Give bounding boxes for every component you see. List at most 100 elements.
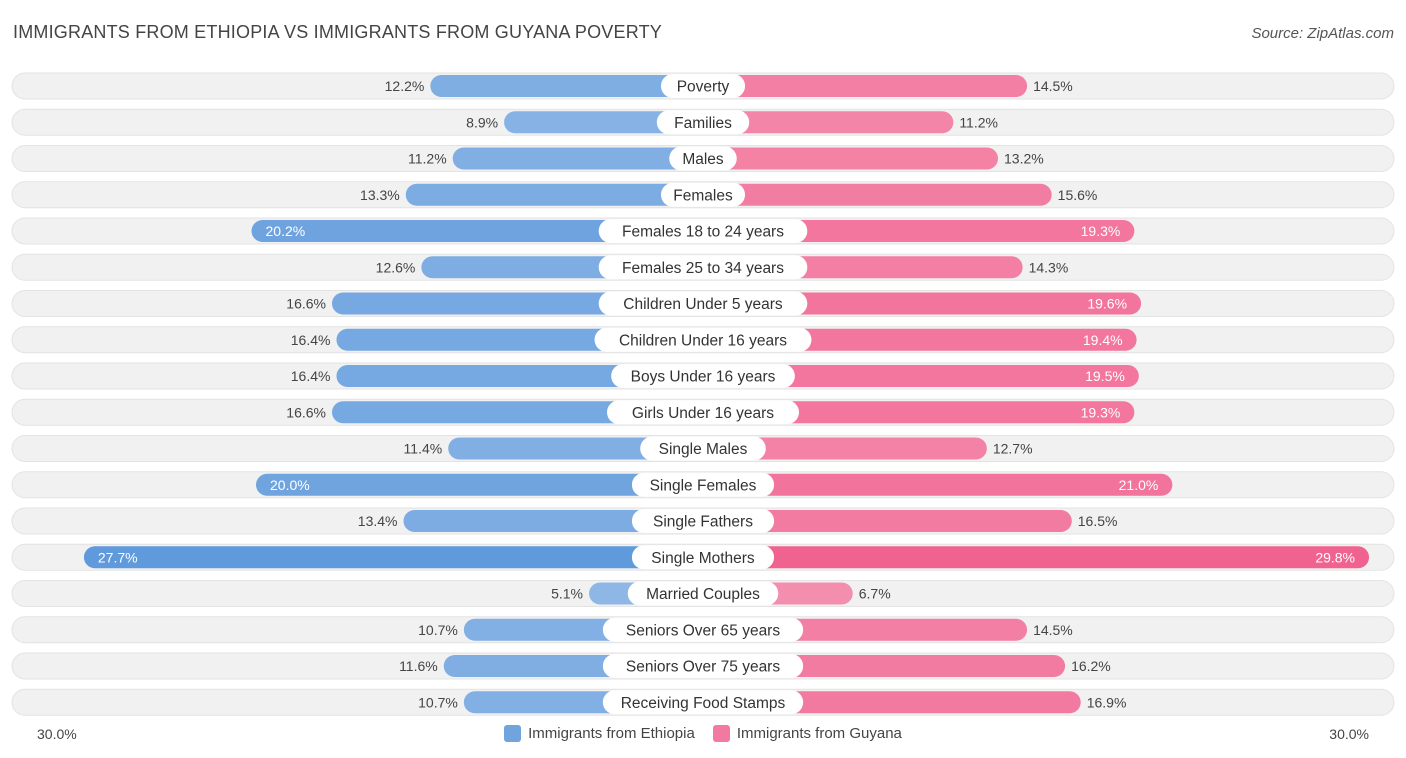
- category-label-background: [607, 400, 799, 425]
- value-label-ethiopia: 12.2%: [385, 78, 425, 94]
- category-label-background: [627, 581, 779, 606]
- bar-ethiopia: [256, 473, 703, 496]
- value-label-guyana: 29.8%: [1315, 549, 1355, 565]
- category-label-background: [598, 291, 808, 316]
- category-label-background: [631, 472, 775, 497]
- bar-guyana: [703, 220, 1135, 242]
- value-label-guyana: 19.3%: [1081, 223, 1121, 239]
- bar-ethiopia: [448, 437, 703, 460]
- bar-guyana: [703, 473, 1173, 496]
- bar-guyana: [703, 437, 987, 460]
- value-label-guyana: 16.2%: [1071, 658, 1111, 674]
- value-label-ethiopia: 8.9%: [466, 114, 498, 130]
- bar-guyana: [703, 365, 1139, 387]
- value-label-guyana: 19.5%: [1085, 368, 1125, 384]
- value-label-ethiopia: 10.7%: [418, 694, 458, 710]
- bar-guyana: [703, 292, 1142, 315]
- bar-ethiopia: [336, 365, 703, 387]
- value-label-guyana: 14.5%: [1033, 78, 1073, 94]
- bar-ethiopia: [430, 75, 703, 97]
- axis-left-label: 30.0%: [37, 726, 77, 742]
- category-label: Males: [682, 151, 724, 168]
- category-label: Boys Under 16 years: [631, 369, 776, 386]
- category-label-background: [631, 509, 775, 533]
- legend: Immigrants from Ethiopia Immigrants from…: [0, 723, 1406, 743]
- category-label-background: [594, 327, 812, 352]
- value-label-ethiopia: 20.0%: [270, 477, 310, 493]
- legend-label-guyana: Immigrants from Guyana: [736, 724, 902, 742]
- value-label-ethiopia: 5.1%: [551, 586, 583, 602]
- category-label-background: [660, 74, 746, 98]
- legend-swatch-ethiopia: [504, 724, 522, 742]
- category-label: Seniors Over 75 years: [626, 659, 780, 676]
- category-label: Children Under 16 years: [619, 332, 787, 349]
- value-label-ethiopia: 20.2%: [266, 223, 306, 239]
- value-label-ethiopia: 10.7%: [418, 622, 458, 638]
- category-label: Females 25 to 34 years: [622, 260, 784, 277]
- value-label-ethiopia: 13.4%: [358, 513, 398, 529]
- bar-guyana: [703, 75, 1028, 97]
- category-label-background: [602, 617, 804, 642]
- category-label-background: [640, 436, 766, 461]
- category-label: Poverty: [677, 79, 730, 96]
- category-label-background: [611, 364, 795, 388]
- bar-guyana: [703, 401, 1135, 424]
- legend-swatch-guyana: [712, 724, 730, 742]
- legend-label-ethiopia: Immigrants from Ethiopia: [528, 724, 695, 742]
- category-label: Females: [673, 187, 733, 204]
- category-label: Females 18 to 24 years: [622, 224, 784, 241]
- category-label-background: [598, 219, 808, 243]
- bar-guyana: [703, 111, 954, 134]
- value-label-guyana: 21.0%: [1119, 477, 1159, 493]
- category-label-background: [602, 690, 804, 715]
- bar-guyana: [703, 183, 1052, 206]
- category-label: Single Mothers: [651, 550, 755, 567]
- value-label-ethiopia: 11.2%: [408, 151, 447, 167]
- value-label-guyana: 12.7%: [993, 441, 1033, 457]
- category-label: Receiving Food Stamps: [621, 695, 786, 712]
- value-label-ethiopia: 27.7%: [98, 549, 138, 565]
- bar-guyana: [703, 510, 1072, 532]
- axis-right-label: 30.0%: [1329, 726, 1369, 742]
- category-label-background: [669, 146, 737, 171]
- category-label: Girls Under 16 years: [632, 405, 774, 422]
- value-label-guyana: 11.2%: [959, 114, 998, 130]
- value-label-ethiopia: 16.4%: [291, 368, 331, 384]
- value-label-guyana: 15.6%: [1058, 187, 1098, 203]
- value-label-guyana: 13.2%: [1004, 151, 1044, 167]
- value-label-ethiopia: 16.4%: [291, 332, 331, 348]
- bar-ethiopia: [405, 183, 703, 206]
- bar-ethiopia: [403, 510, 703, 532]
- value-label-ethiopia: 16.6%: [286, 404, 326, 420]
- bar-guyana: [703, 147, 999, 170]
- value-label-guyana: 16.5%: [1078, 513, 1118, 529]
- value-label-ethiopia: 12.6%: [376, 259, 416, 275]
- bar-guyana: [703, 546, 1370, 569]
- category-label: Single Fathers: [653, 514, 753, 531]
- category-label: Children Under 5 years: [623, 296, 783, 313]
- value-label-guyana: 19.6%: [1087, 296, 1127, 312]
- chart-title: IMMIGRANTS FROM ETHIOPIA VS IMMIGRANTS F…: [13, 22, 662, 42]
- category-label-background: [656, 110, 750, 135]
- value-label-ethiopia: 13.3%: [360, 187, 400, 203]
- value-label-ethiopia: 11.6%: [399, 658, 438, 674]
- value-label-guyana: 19.3%: [1081, 404, 1121, 420]
- category-label-background: [631, 545, 775, 570]
- value-label-guyana: 14.5%: [1033, 622, 1073, 638]
- value-label-guyana: 6.7%: [859, 586, 891, 602]
- category-label-background: [660, 182, 746, 207]
- category-label-background: [602, 654, 804, 678]
- source-note: Source: ZipAtlas.com: [1251, 25, 1394, 42]
- bar-ethiopia: [83, 546, 703, 569]
- value-label-ethiopia: 11.4%: [404, 441, 443, 457]
- bar-ethiopia: [504, 111, 703, 134]
- bar-guyana: [703, 328, 1137, 351]
- bar-ethiopia: [452, 147, 703, 170]
- legend-item-guyana[interactable]: Immigrants from Guyana: [712, 724, 902, 742]
- bar-ethiopia: [251, 220, 703, 242]
- value-label-guyana: 16.9%: [1087, 694, 1127, 710]
- value-label-guyana: 19.4%: [1083, 332, 1123, 348]
- category-label-background: [598, 255, 808, 280]
- legend-item-ethiopia[interactable]: Immigrants from Ethiopia: [504, 724, 695, 742]
